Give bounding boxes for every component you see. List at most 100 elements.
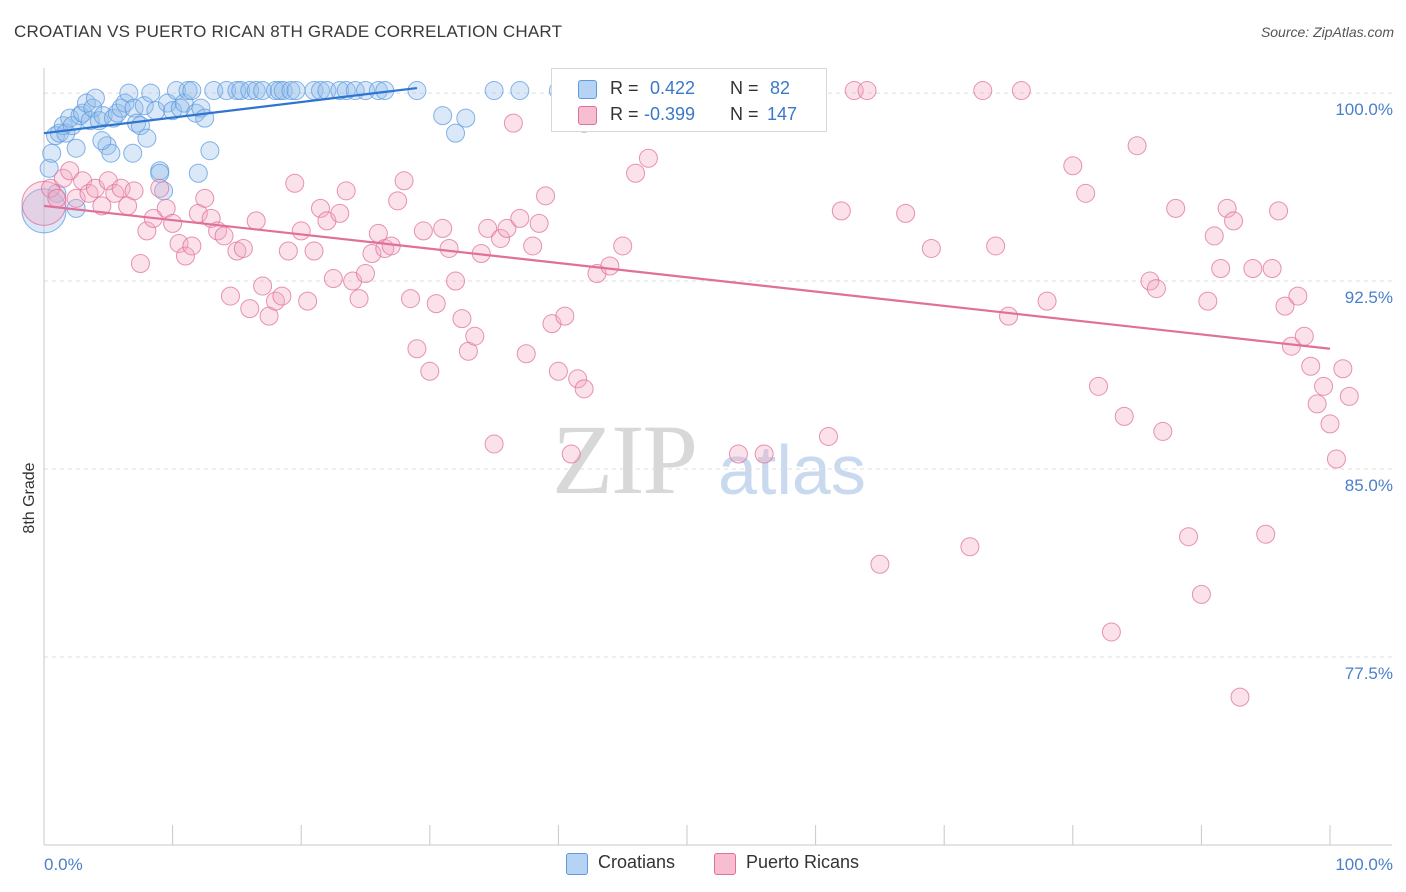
data-point [60,161,80,181]
chart-title: CROATIAN VS PUERTO RICAN 8TH GRADE CORRE… [14,22,563,41]
data-point [497,218,517,238]
y-tick-label: 92.5% [1345,288,1393,307]
data-point [124,181,144,201]
data-point [1307,394,1327,414]
x-tick-labels: 0.0% 100.0% [44,855,1393,874]
data-point [1204,226,1224,246]
data-point [1179,527,1199,547]
legend-swatch-croatians [578,80,597,99]
data-point [220,286,240,306]
data-point [1333,359,1353,379]
data-point [175,246,195,266]
data-point [47,188,67,208]
data-point [246,211,266,231]
data-point [574,379,594,399]
data-point [253,276,273,296]
data-point [1326,449,1346,469]
data-point [413,221,433,241]
data-point [484,81,504,101]
data-point [53,168,73,188]
data-point [265,291,285,311]
data-point [1339,386,1359,406]
data-point [401,289,421,309]
legend-swatch-croatians [566,853,588,875]
data-point [92,196,112,216]
data-point [548,361,568,381]
gridlines [44,92,1392,658]
data-point [973,81,993,101]
data-point [407,81,427,101]
data-point [600,256,620,276]
data-point [214,226,234,246]
data-point [119,83,139,103]
data-point [240,299,260,319]
data-point [484,434,504,454]
data-point [433,106,453,126]
axes [43,68,1392,846]
legend-row-puerto-ricans: R = -0.399 N = 147 [552,101,826,127]
data-point [1037,291,1057,311]
data-point [188,163,208,183]
data-point [728,444,748,464]
data-point [555,306,575,326]
chart-source: Source: ZipAtlas.com [1260,24,1394,40]
data-point [42,143,62,163]
data-point [831,201,851,221]
legend-n-label: N = [730,78,759,98]
data-point [986,236,1006,256]
y-tick-label: 77.5% [1345,664,1393,683]
data-point [1314,376,1334,396]
legend-r-label: R = [610,78,639,98]
data-point [291,221,311,241]
data-point [310,198,330,218]
data-point [1140,271,1160,291]
data-point [330,203,350,223]
data-point [1256,524,1276,544]
legend-r-value: 0.422 [650,78,696,98]
legend-swatch-puerto-ricans [578,106,597,125]
data-point [1211,259,1231,279]
data-point [1011,81,1031,101]
data-point [103,108,123,128]
data-point [130,254,150,274]
data-point [446,271,466,291]
data-point [1101,622,1121,642]
data-point [921,238,941,258]
correlation-legend: R = 0.422 N = 82 R = -0.399 N = 147 [551,68,827,132]
data-point [394,171,414,191]
data-point [123,143,143,163]
watermark-zip: ZIP [552,404,698,515]
data-point [115,93,135,113]
data-point [278,241,298,261]
data-point [420,361,440,381]
data-point [21,188,67,234]
data-point [536,186,556,206]
data-point [1127,136,1147,156]
watermark-atlas: atlas [718,431,866,509]
data-point [1153,421,1173,441]
data-point [105,183,125,203]
data-point [163,101,183,121]
data-point [626,163,646,183]
data-point [452,309,472,329]
data-point [516,344,536,364]
data-point [362,243,382,263]
data-point [439,238,459,258]
series-puerto-ricans [21,81,1359,707]
data-point [330,81,350,101]
data-point [1269,201,1289,221]
y-tick-label: 85.0% [1345,476,1393,495]
data-point [568,369,588,389]
data-point [491,228,511,248]
data-point [1114,406,1134,426]
data-point [79,183,99,203]
x-tick-label: 0.0% [44,855,83,874]
legend-label-puerto-ricans: Puerto Ricans [746,852,860,872]
legend-n-value: 82 [770,78,791,98]
legend-label-croatians: Croatians [598,852,676,872]
data-point [286,81,306,101]
data-point [56,123,76,143]
data-point [456,108,476,128]
data-point [523,236,543,256]
data-point [561,444,581,464]
